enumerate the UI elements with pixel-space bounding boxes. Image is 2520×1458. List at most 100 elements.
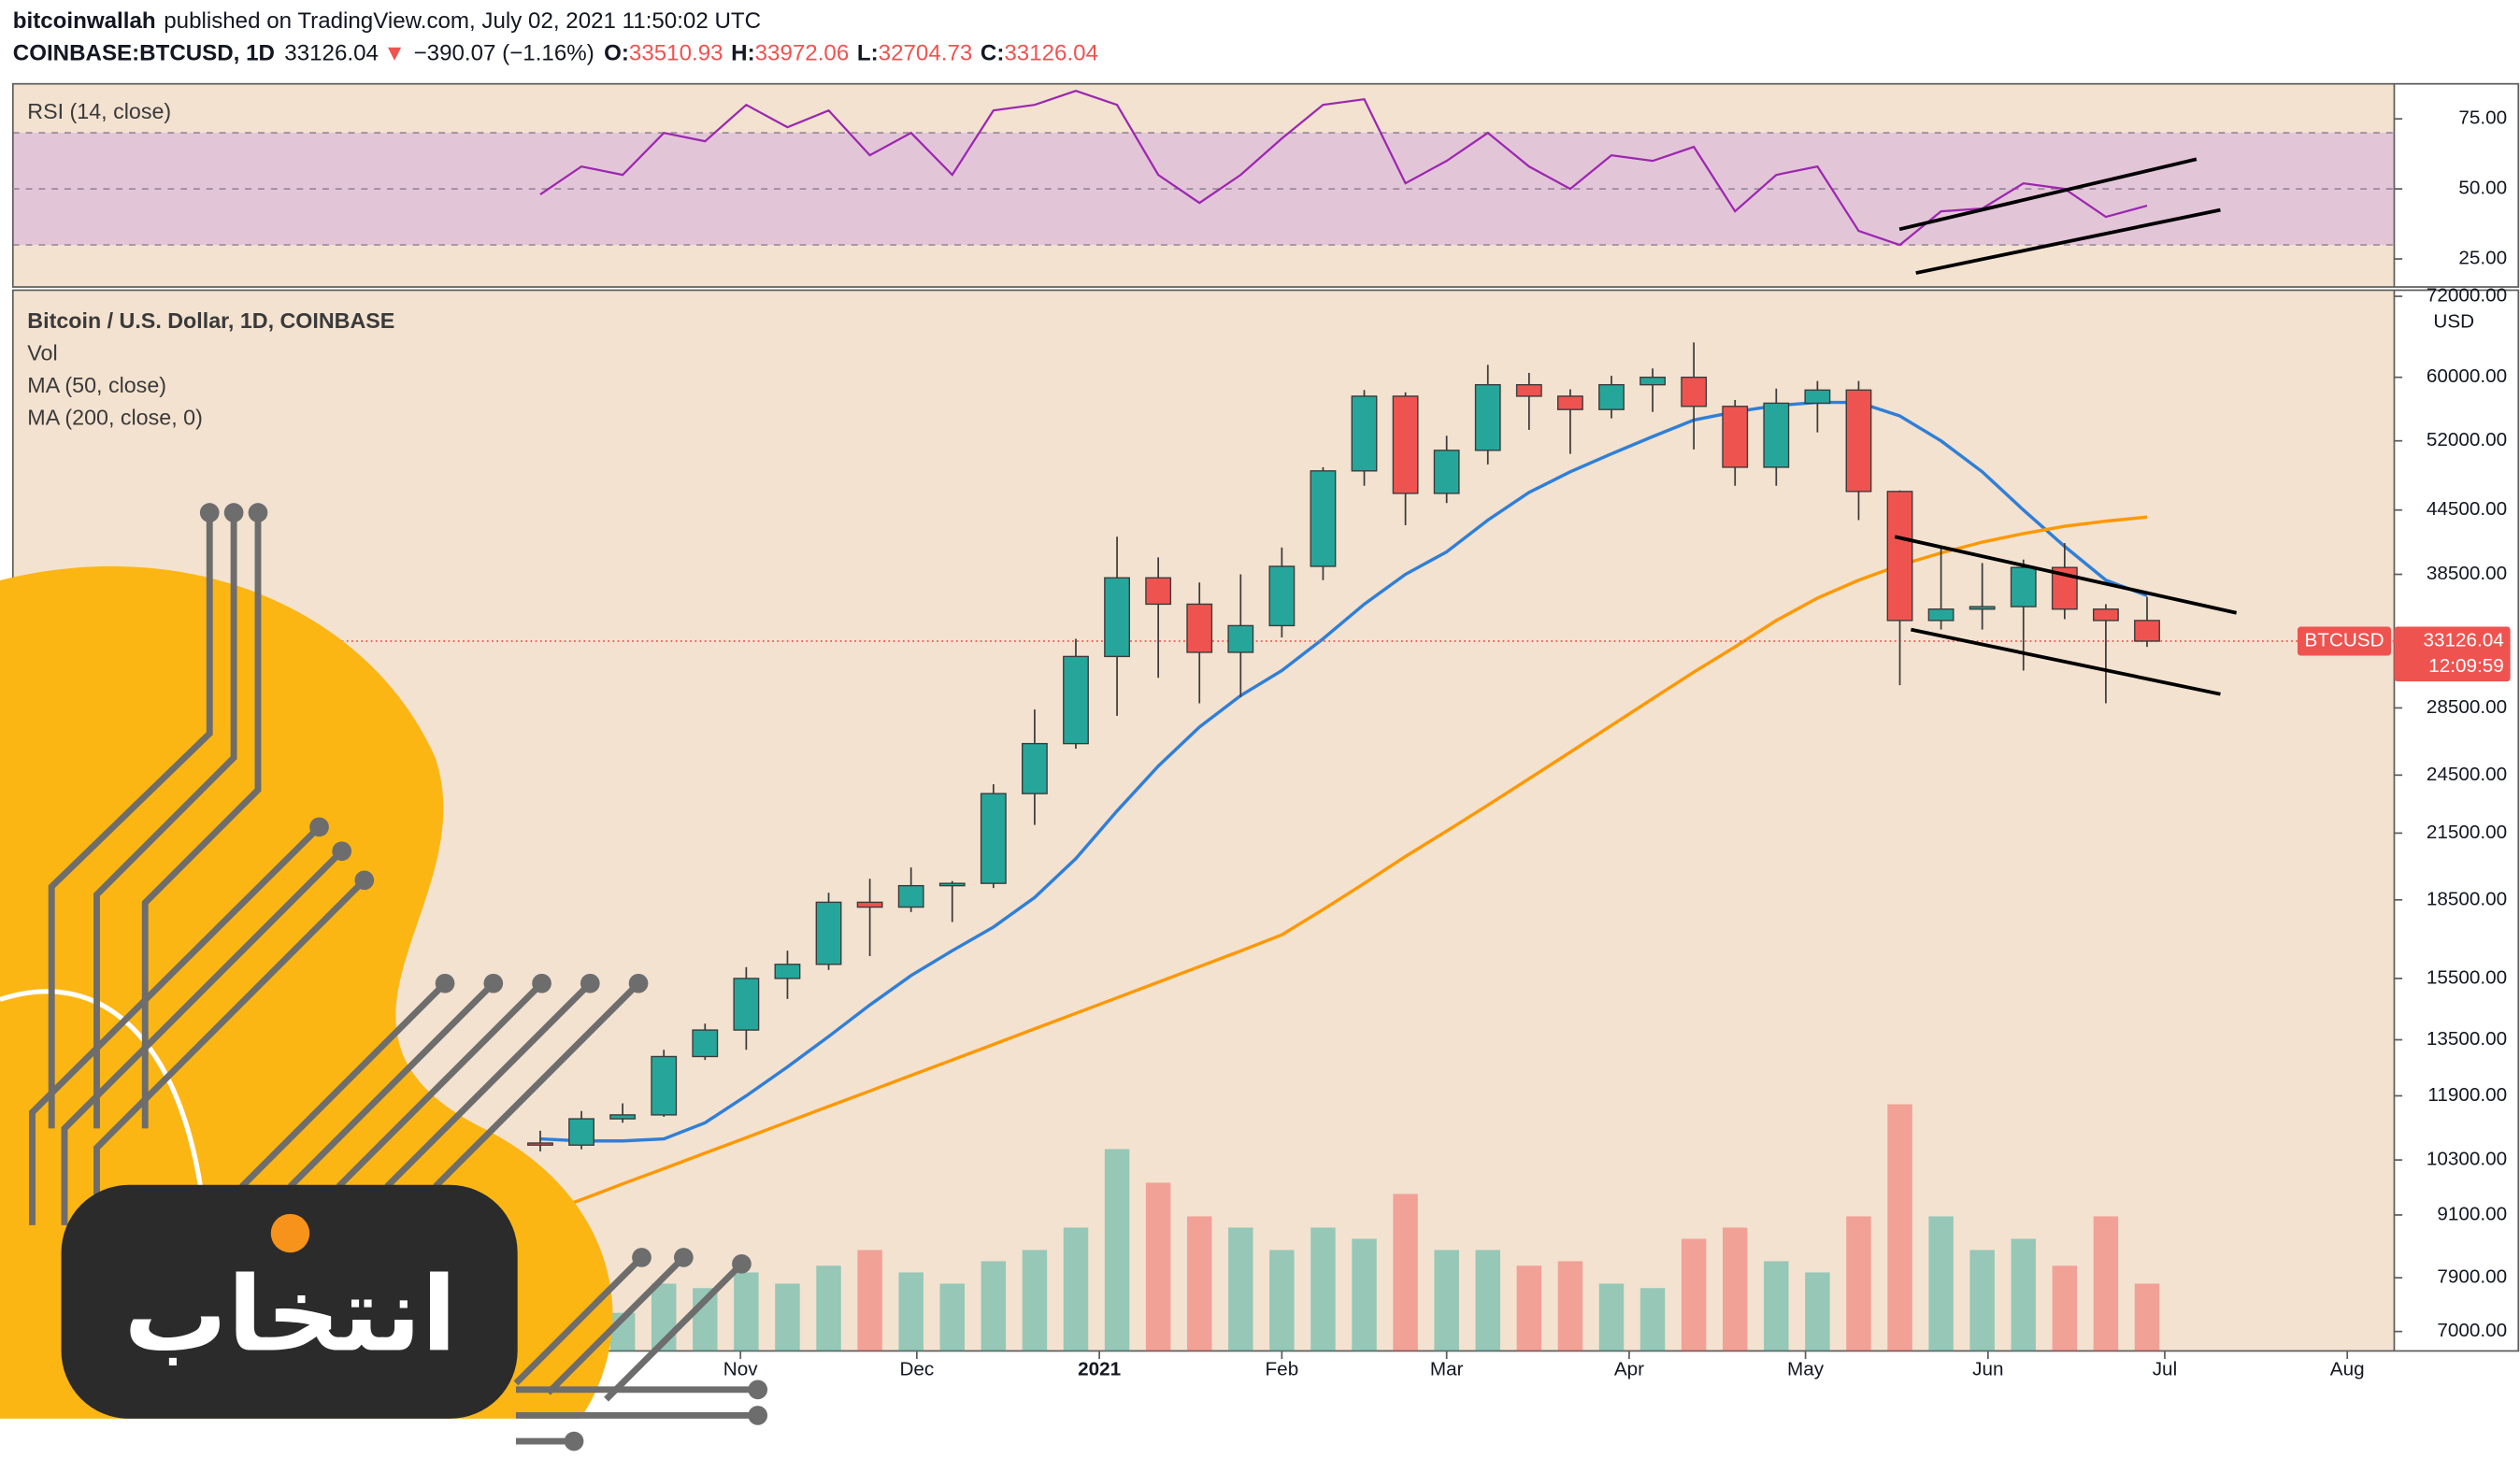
x-tick-label: Feb xyxy=(1266,1359,1299,1380)
candle-body xyxy=(1433,450,1460,494)
quote-line: COINBASE:BTCUSD, 1D 33126.04 ▼ −390.07 (−1.… xyxy=(13,41,1098,66)
candle-body xyxy=(1886,491,1913,622)
volume-bar xyxy=(1723,1227,1748,1351)
volume-bar xyxy=(734,1272,759,1351)
y-tick-label: 7000.00 xyxy=(2437,1320,2507,1341)
x-tick-label: 2021 xyxy=(1078,1359,1121,1380)
x-tick-label: Aug xyxy=(2330,1359,2365,1380)
candle-body xyxy=(815,901,842,965)
y-tick-label: 10300.00 xyxy=(2427,1149,2507,1170)
y-tick-label: 50.00 xyxy=(2458,178,2507,199)
y-tick-label: 15500.00 xyxy=(2427,966,2507,988)
volume-bar xyxy=(1145,1182,1171,1351)
volume-bar xyxy=(1393,1194,1418,1351)
candle-body xyxy=(1681,376,1708,407)
indicator-title: RSI (14, close) xyxy=(27,99,171,123)
x-tick-label: Jun xyxy=(1972,1359,2003,1380)
candle-body xyxy=(774,964,801,979)
candle-body xyxy=(1598,383,1625,410)
candle-body xyxy=(1804,389,1831,405)
candle-body xyxy=(692,1029,719,1058)
x-tick-label: Nov xyxy=(723,1359,758,1380)
candle-body xyxy=(1639,376,1666,386)
y-tick-label: 25.00 xyxy=(2458,248,2507,269)
candle-body xyxy=(609,1114,637,1120)
volume-bar xyxy=(1764,1261,1789,1351)
volume-bar xyxy=(1022,1250,1048,1351)
candle-body xyxy=(1845,389,1872,493)
y-tick-label: 11900.00 xyxy=(2427,1084,2507,1106)
high: 33972.06 xyxy=(755,41,850,66)
legend-entry: MA (200, close, 0) xyxy=(27,406,202,430)
candle-body xyxy=(1763,402,1790,468)
rsi-line xyxy=(539,90,2148,247)
moving-average xyxy=(539,515,2148,1217)
symbol: COINBASE:BTCUSD, 1D xyxy=(13,41,275,66)
candle-body xyxy=(938,882,966,887)
candle-body xyxy=(1021,742,1048,794)
open-label: O: xyxy=(604,41,629,66)
author: bitcoinwallah xyxy=(13,9,156,35)
y-tick-label: 28500.00 xyxy=(2427,696,2507,718)
y-tick-label: 52000.00 xyxy=(2427,429,2507,450)
y-tick-label: 13500.00 xyxy=(2427,1028,2507,1050)
candle-body xyxy=(2093,608,2119,622)
candle-body xyxy=(1392,395,1419,494)
circuit-dots xyxy=(199,503,768,1451)
currency-label: USD xyxy=(2433,310,2474,332)
volume-bar xyxy=(2134,1283,2160,1351)
arrow: ▼ xyxy=(383,41,406,66)
low-label: L: xyxy=(857,41,879,66)
volume-bar xyxy=(939,1283,965,1351)
price: 33126.04 xyxy=(284,41,379,66)
volume-bar xyxy=(1352,1238,1377,1351)
change: −390.07 (−1.16%) xyxy=(414,41,594,66)
volume-bar xyxy=(1805,1272,1830,1351)
candle-body xyxy=(1268,565,1296,627)
y-tick-label: 60000.00 xyxy=(2427,365,2507,387)
volume-bar xyxy=(857,1250,882,1351)
volume-bar xyxy=(1516,1265,1542,1351)
candle-body xyxy=(1722,406,1749,468)
logo-badge xyxy=(61,1184,518,1419)
x-tick-label: Apr xyxy=(1614,1359,1644,1380)
candle-body xyxy=(651,1055,678,1116)
candle-body xyxy=(1227,624,1254,653)
volume-bar xyxy=(1598,1283,1625,1351)
y-tick-label: 21500.00 xyxy=(2427,822,2507,843)
volume-bar xyxy=(1186,1216,1212,1351)
volume-bar xyxy=(2011,1238,2036,1351)
candle-body xyxy=(568,1118,594,1146)
candle-body xyxy=(527,1142,553,1146)
trend-line xyxy=(1915,207,2221,275)
candle-body xyxy=(2010,566,2037,608)
candle-body xyxy=(1186,603,1213,653)
volume-bar xyxy=(1928,1216,1954,1351)
open: 33510.93 xyxy=(629,41,723,66)
published: published on TradingView.com, July 02, 2… xyxy=(164,9,761,35)
moving-average xyxy=(539,400,2148,1143)
candle-body xyxy=(2134,620,2160,642)
candle-body xyxy=(1310,470,1337,567)
close: 33126.04 xyxy=(1004,41,1098,66)
y-tick-label: 7900.00 xyxy=(2437,1266,2507,1288)
candle-body xyxy=(1063,655,1089,745)
legend-volume: Vol xyxy=(27,341,57,365)
volume-bar xyxy=(1846,1216,1871,1351)
candle-body xyxy=(1969,606,1996,610)
x-tick-label: Dec xyxy=(899,1359,934,1380)
x-tick-label: May xyxy=(1787,1359,1825,1380)
y-tick-label: 75.00 xyxy=(2458,107,2507,129)
logo-text: انتخاب xyxy=(123,1256,456,1376)
y-tick-label: 44500.00 xyxy=(2427,498,2507,520)
low: 32704.73 xyxy=(879,41,973,66)
close-label: C: xyxy=(981,41,1004,66)
y-tick-label: 24500.00 xyxy=(2427,764,2507,785)
candle-body xyxy=(1557,395,1583,410)
candle-body xyxy=(1927,608,1954,622)
y-tick-label: 18500.00 xyxy=(2427,888,2507,909)
volume-bar xyxy=(1104,1149,1130,1351)
trend-line xyxy=(1898,157,2198,232)
